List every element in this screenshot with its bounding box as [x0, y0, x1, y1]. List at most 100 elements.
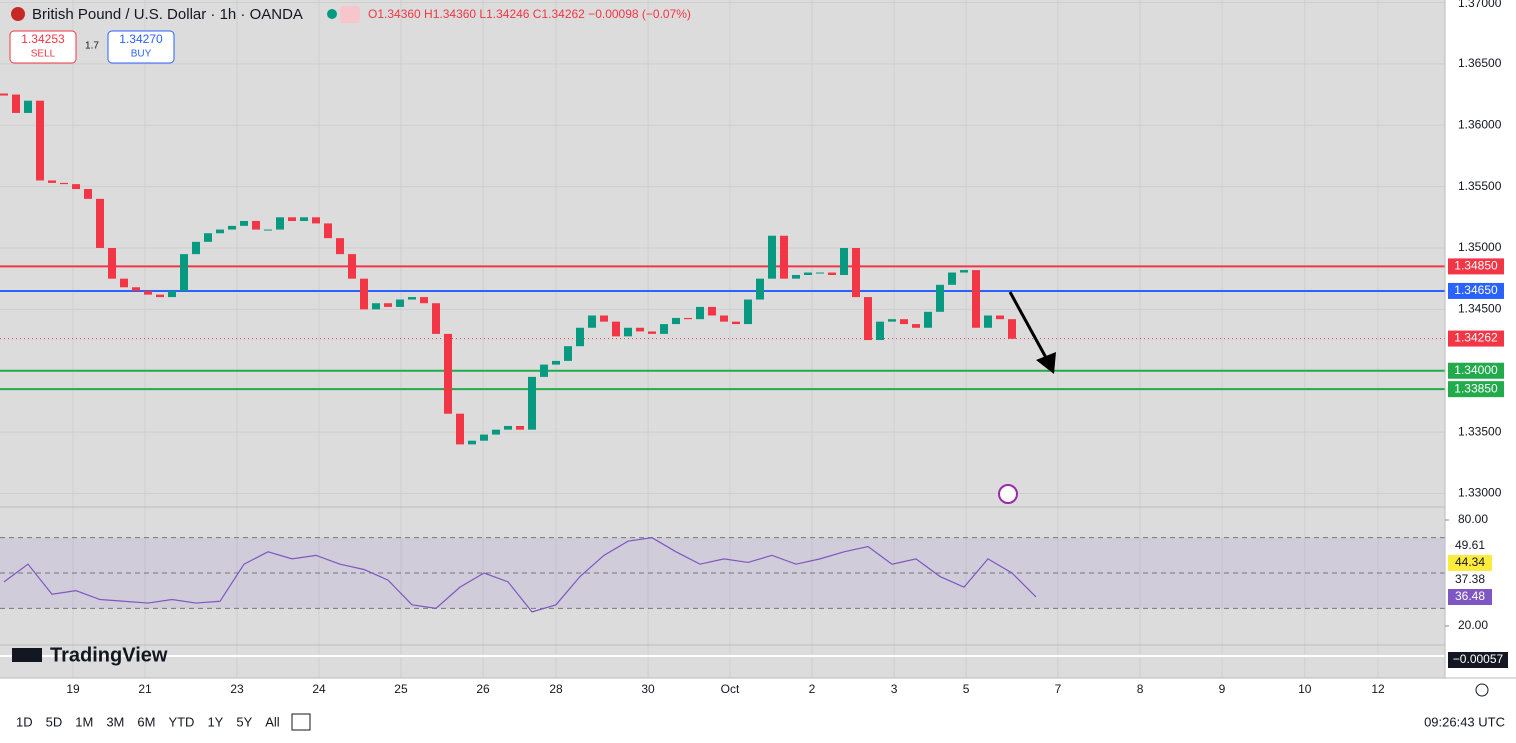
candle — [720, 315, 728, 322]
candle — [192, 241, 200, 255]
macd-label-bg — [1448, 652, 1508, 668]
rsi-label: 36.48 — [1455, 589, 1485, 603]
candle — [204, 233, 212, 242]
logo-mark — [12, 648, 42, 662]
candle — [468, 440, 476, 445]
x-tick-label: 3 — [891, 682, 898, 696]
y-tick-label: 1.36500 — [1458, 56, 1502, 70]
buy-button[interactable] — [107, 30, 175, 64]
candle — [780, 235, 788, 279]
range-button[interactable]: 6M — [137, 714, 155, 729]
candle — [840, 247, 848, 275]
range-button[interactable]: All — [265, 714, 280, 729]
x-tick-label: 9 — [1219, 682, 1226, 696]
rsi-label-bg — [1448, 555, 1492, 571]
x-tick-label: 26 — [476, 682, 490, 696]
price-label: 1.34000 — [1454, 363, 1498, 377]
candle — [408, 297, 416, 300]
candle — [312, 217, 320, 224]
candle — [420, 297, 428, 304]
candle — [300, 217, 308, 221]
candle — [264, 229, 272, 231]
range-button[interactable]: 5D — [46, 714, 63, 729]
candle — [168, 290, 176, 298]
y-tick-label: 1.33500 — [1458, 424, 1502, 438]
macd-label: −0.00057 — [1453, 652, 1504, 666]
candle — [648, 331, 656, 334]
candle — [252, 220, 260, 230]
range-button[interactable]: 1D — [16, 714, 33, 729]
symbol-title: British Pound / U.S. Dollar · 1h · OANDA — [32, 6, 303, 23]
candle — [696, 306, 704, 320]
x-tick-label: 21 — [138, 682, 152, 696]
x-tick-label: 25 — [394, 682, 408, 696]
x-tick-label: 5 — [963, 682, 970, 696]
rsi-label: 49.61 — [1455, 538, 1485, 552]
x-tick-label: 30 — [641, 682, 655, 696]
y-tick-label: 1.35000 — [1458, 240, 1502, 254]
status-badge — [340, 6, 360, 23]
candle — [756, 278, 764, 300]
rsi-label: 44.34 — [1455, 555, 1485, 569]
candle — [516, 425, 524, 430]
candle — [60, 182, 68, 185]
calendar-icon[interactable] — [291, 713, 311, 731]
price-label-bg — [1448, 258, 1504, 275]
event-icon[interactable] — [998, 484, 1018, 504]
candle — [936, 284, 944, 312]
candle — [636, 327, 644, 332]
range-button[interactable]: 1M — [75, 714, 93, 729]
candle — [900, 319, 908, 325]
rsi-line — [3, 537, 1037, 613]
candle — [744, 299, 752, 325]
y-tick-label: 1.37000 — [1458, 0, 1502, 10]
range-button[interactable]: 5Y — [236, 714, 252, 729]
price-label: 1.34262 — [1454, 331, 1498, 345]
range-button[interactable]: 3M — [106, 714, 124, 729]
spread: 1.7 — [85, 41, 99, 52]
candle — [792, 274, 800, 279]
price-label: 1.34650 — [1454, 283, 1498, 297]
y-tick-label: 1.33000 — [1458, 486, 1502, 500]
x-tick-label: 8 — [1137, 682, 1144, 696]
candle — [576, 327, 584, 347]
sell-label[interactable]: SELL — [31, 49, 56, 60]
buy-price[interactable]: 1.34270 — [119, 32, 163, 46]
candle — [84, 189, 92, 199]
rsi-label-bg — [1448, 538, 1492, 554]
candle — [156, 294, 164, 298]
buy-label[interactable]: BUY — [131, 49, 152, 60]
candle — [144, 290, 152, 295]
x-tick-label: 23 — [230, 682, 244, 696]
price-label: 1.33850 — [1454, 381, 1498, 395]
candle — [528, 376, 536, 430]
candle — [120, 278, 128, 288]
candle — [132, 287, 140, 291]
x-tick-label: 28 — [549, 682, 563, 696]
candle — [984, 315, 992, 328]
candle — [564, 346, 572, 361]
settings-icon[interactable] — [1475, 683, 1489, 697]
range-button[interactable]: 1Y — [207, 714, 223, 729]
rsi-tick-label: 80.00 — [1458, 512, 1488, 526]
x-tick-label: 10 — [1298, 682, 1312, 696]
candle — [828, 272, 836, 275]
x-tick-label: 7 — [1055, 682, 1062, 696]
candle — [492, 429, 500, 435]
rsi-label-bg — [1448, 572, 1492, 588]
candle — [972, 270, 980, 328]
candle — [108, 247, 116, 279]
sell-button[interactable] — [9, 30, 77, 64]
logo: TradingView — [50, 644, 168, 666]
candle — [816, 272, 824, 274]
candle — [456, 413, 464, 445]
y-tick-label: 1.36000 — [1458, 117, 1502, 131]
range-button[interactable]: YTD — [168, 714, 194, 729]
candle — [864, 297, 872, 341]
candle — [948, 272, 956, 285]
candle — [180, 254, 188, 291]
ohlc: O1.34360 H1.34360 L1.34246 C1.34262 −0.0… — [368, 7, 691, 21]
rsi-label-bg — [1448, 589, 1492, 605]
sell-price[interactable]: 1.34253 — [21, 32, 65, 46]
candle — [552, 360, 560, 365]
